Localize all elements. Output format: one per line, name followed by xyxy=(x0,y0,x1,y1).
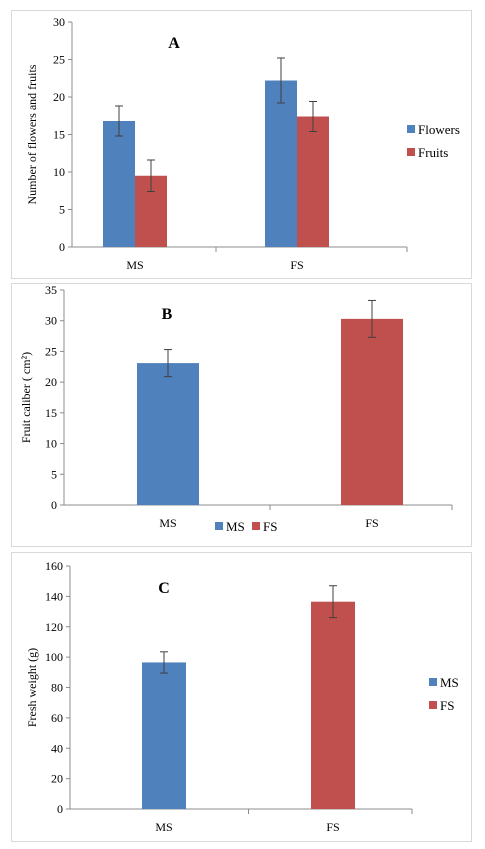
chart-a-y-tick-label: 25 xyxy=(53,53,65,67)
chart-a-title: A xyxy=(168,35,180,52)
chart-a-legend-swatch xyxy=(407,125,415,133)
chart-b-y-tick-label: 5 xyxy=(51,467,57,481)
chart-panel-b: 0 5 10 15 20 25 30 35 MS FS Fruit caliber ( cm²) B M… xyxy=(11,283,472,547)
chart-a-legend-label: Flowers xyxy=(418,122,460,137)
chart-c-category-label: FS xyxy=(326,820,339,834)
chart-a-bar xyxy=(103,121,135,247)
chart-c-y-tick-label: 160 xyxy=(45,559,63,573)
chart-c-y-tick-label: 40 xyxy=(51,741,63,755)
chart-a-y-tick-label: 15 xyxy=(53,128,65,142)
chart-a-y-tick-label: 30 xyxy=(53,15,65,29)
chart-b-svg: 0 5 10 15 20 25 30 35 MS FS Fruit caliber ( cm²) B M… xyxy=(19,283,453,534)
chart-a-y-axis-title: Number of flowers and fruits xyxy=(25,64,39,204)
chart-c-title: C xyxy=(158,580,170,597)
chart-b-title: B xyxy=(162,306,173,323)
chart-b-legend-label: FS xyxy=(263,519,277,534)
chart-a-y-tick-label: 10 xyxy=(53,165,65,179)
chart-b-category-label: FS xyxy=(365,516,378,530)
chart-b-y-tick-label: 30 xyxy=(45,314,57,328)
chart-a-category-label: MS xyxy=(126,258,143,272)
chart-c-y-tick-label: 20 xyxy=(51,772,63,786)
chart-c-y-tick-label: 0 xyxy=(57,802,63,816)
chart-b-y-axis-title: Fruit caliber ( cm²) xyxy=(19,352,33,443)
chart-a-legend-swatch xyxy=(407,148,415,156)
chart-b-bar xyxy=(137,363,199,505)
chart-c-y-tick-label: 80 xyxy=(51,681,63,695)
chart-b-y-tick-label: 0 xyxy=(51,498,57,512)
chart-b-legend-swatch xyxy=(252,522,260,530)
chart-b-bar xyxy=(341,318,403,505)
chart-c-legend-swatch xyxy=(429,701,437,709)
chart-b-y-tick-label: 20 xyxy=(45,375,57,389)
chart-a-legend-label: Fruits xyxy=(418,145,448,160)
chart-c-y-tick-label: 140 xyxy=(45,589,63,603)
chart-c-svg: 0 20 40 60 80 100 120 140 160 MS FS Fresh weight (g… xyxy=(25,559,459,834)
chart-b-y-tick-label: 15 xyxy=(45,406,57,420)
chart-b-legend-label: MS xyxy=(226,519,245,534)
chart-a-svg: 0 5 10 15 20 25 30 MS FS Number of flowers and fr… xyxy=(25,15,460,272)
chart-c-y-tick-label: 60 xyxy=(51,711,63,725)
chart-a-y-tick-label: 20 xyxy=(53,90,65,104)
chart-c-y-axis-title: Fresh weight (g) xyxy=(25,648,39,727)
chart-c-bar xyxy=(142,662,186,809)
chart-c-bar xyxy=(311,601,355,809)
chart-c-legend-swatch xyxy=(429,678,437,686)
chart-b-category-label: MS xyxy=(159,516,176,530)
chart-panel-c: 0 20 40 60 80 100 120 140 160 MS FS Fresh weight (g… xyxy=(11,552,472,842)
chart-c-legend-label: FS xyxy=(440,698,454,713)
chart-c-y-tick-label: 100 xyxy=(45,650,63,664)
chart-a-y-tick-label: 5 xyxy=(59,203,65,217)
chart-a-category-label: FS xyxy=(290,258,303,272)
chart-a-y-tick-label: 0 xyxy=(59,240,65,254)
chart-a-bar xyxy=(265,80,297,247)
chart-b-y-tick-label: 25 xyxy=(45,344,57,358)
chart-b-legend-swatch xyxy=(215,522,223,530)
chart-panel-a: 0 5 10 15 20 25 30 MS FS Number of flowers and fr… xyxy=(11,10,472,279)
chart-c-y-tick-label: 120 xyxy=(45,620,63,634)
chart-b-y-tick-label: 10 xyxy=(45,437,57,451)
chart-c-legend-label: MS xyxy=(440,675,459,690)
chart-c-category-label: MS xyxy=(155,820,172,834)
chart-b-y-tick-label: 35 xyxy=(45,283,57,297)
chart-a-bar xyxy=(297,116,329,247)
